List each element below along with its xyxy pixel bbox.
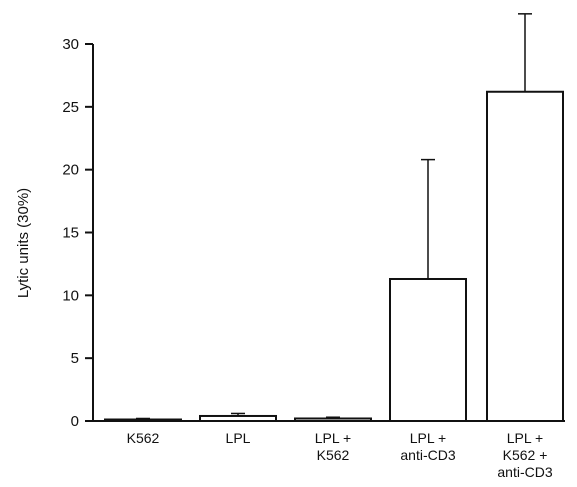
category-label: LPL + [507, 430, 543, 446]
bar [294, 417, 372, 422]
y-tick-label: 0 [71, 413, 79, 430]
category-label: anti-CD3 [400, 447, 455, 463]
y-tick-label: 10 [62, 287, 79, 304]
bars [104, 90, 564, 423]
bar [199, 414, 277, 422]
y-tick-label: 20 [62, 162, 79, 179]
category-label: LPL + [315, 430, 351, 446]
bar [486, 90, 564, 423]
y-axis-title: Lytic units (30%) [15, 188, 32, 298]
category-label: LPL [226, 430, 251, 446]
category-label: anti-CD3 [497, 464, 552, 480]
y-tick-label: 15 [62, 225, 79, 242]
category-label: K562 [317, 447, 350, 463]
bar [104, 418, 182, 422]
category-label: K562 [127, 430, 160, 446]
bar [389, 277, 467, 422]
y-axis: 0 5 10 15 20 25 30 [62, 36, 94, 430]
y-tick-label: 30 [62, 36, 79, 53]
category-label: LPL + [410, 430, 446, 446]
y-tick-label: 25 [62, 99, 79, 116]
y-tick-label: 5 [71, 350, 79, 367]
category-label: K562 + [503, 447, 548, 463]
error-bars [136, 13, 532, 420]
